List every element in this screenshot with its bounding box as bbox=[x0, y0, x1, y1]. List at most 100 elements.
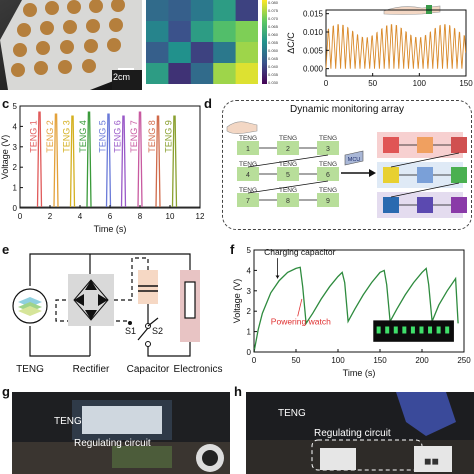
teng-cell bbox=[237, 167, 259, 181]
chart-f-ytick-label: 0 bbox=[247, 348, 252, 357]
heatmap-cell bbox=[146, 21, 169, 43]
panel-b: 0.015 0.010 0.005 0.000 0 50 100 150 ΔC/C bbox=[286, 0, 474, 92]
heatmap-cell bbox=[235, 21, 258, 43]
chart-c-xtick-label: 4 bbox=[78, 212, 83, 221]
chart-f-arrow-powering bbox=[297, 298, 303, 317]
chart-c-series-label: TENG 7 bbox=[129, 120, 139, 153]
teng-cell bbox=[277, 193, 299, 207]
array-diagram: TENG 1 TENG 2 TENG 3 TENG 4 TENG 5 TENG 6 TENG 7 TENG 8… bbox=[226, 121, 467, 218]
colorbar-tick: 0.030 bbox=[268, 80, 279, 85]
heatmap-cell bbox=[190, 21, 214, 43]
mcu-label: MCU bbox=[348, 157, 361, 163]
chart-c-series-label: TENG 8 bbox=[147, 120, 157, 153]
chart-c-svg: TENG 1 TENG 2 TENG 3 TENG 4 TENG 5 TENG 6 TENG… bbox=[0, 102, 205, 234]
chart-c-ytick-label: 1 bbox=[13, 184, 18, 193]
chart-f-xtick-label: 250 bbox=[457, 356, 471, 365]
chart-c-peak bbox=[171, 115, 178, 207]
chart-f-annotation-powering: Powering watch bbox=[271, 316, 331, 326]
capacitor-label: Capacitor bbox=[127, 364, 170, 375]
heatmap-grid bbox=[146, 0, 258, 84]
diode-bridge-icon bbox=[74, 280, 108, 320]
teng-cell bbox=[237, 193, 259, 207]
chart-c-ytick-label: 0 bbox=[13, 204, 18, 213]
chart-f-xtick-label: 0 bbox=[252, 356, 257, 365]
output-diagonal-link bbox=[390, 182, 460, 198]
output-cell bbox=[451, 197, 467, 213]
monitoring-array-box: Dynamic monitoring array TENG 1 TENG 2 TENG 3… bbox=[222, 100, 472, 230]
chart-b-ytick-label: 0.000 bbox=[303, 65, 324, 74]
colorbar-tick-labels: 0.080 0.075 0.070 0.065 0.060 0.055 0.050 0.045… bbox=[268, 0, 282, 85]
h-circuit-label: Regulating circuit bbox=[314, 428, 391, 439]
output-cell bbox=[383, 137, 399, 153]
chart-c-xtick-label: 10 bbox=[166, 212, 175, 221]
teng-cell-title: TENG bbox=[319, 135, 337, 142]
chart-c-ytick-label: 3 bbox=[13, 143, 18, 152]
heatmap-colorbar bbox=[262, 0, 267, 84]
chart-c-peak bbox=[69, 115, 76, 207]
teng-cell bbox=[277, 141, 299, 155]
colorbar-tick: 0.060 bbox=[268, 32, 279, 37]
chart-f-arrowhead-charging bbox=[275, 275, 280, 279]
chart-c-xtick-label: 0 bbox=[18, 212, 23, 221]
output-cell bbox=[451, 167, 467, 183]
teng-layers-icon bbox=[18, 297, 42, 316]
output-cell bbox=[417, 137, 433, 153]
switch-s1-label: S1 bbox=[125, 326, 136, 336]
colorbar-tick: 0.035 bbox=[268, 72, 279, 77]
chart-f-annotation-charging: Charging capacitor bbox=[264, 247, 336, 257]
heatmap-cell bbox=[168, 42, 192, 64]
teng-cell-title: TENG bbox=[239, 187, 257, 194]
output-diagonal-link bbox=[390, 152, 460, 168]
chart-f-inset-digit bbox=[376, 326, 381, 334]
chart-f-inset-digit bbox=[402, 326, 407, 334]
fabric-array-image bbox=[0, 0, 142, 90]
g-circuit-label: Regulating circuit bbox=[74, 438, 151, 449]
teng-cell-number: 6 bbox=[326, 172, 330, 179]
heatmap-cell bbox=[168, 21, 192, 43]
chart-b-ylabel: ΔC/C bbox=[286, 32, 296, 54]
switch-s2-label: S2 bbox=[152, 326, 163, 336]
panel-h-photo: ◼◼ TENG Regulating circuit bbox=[246, 392, 474, 474]
teng-cell-number: 9 bbox=[326, 198, 330, 205]
chart-f-xtick-label: 100 bbox=[331, 356, 345, 365]
colorbar-tick: 0.040 bbox=[268, 64, 279, 69]
heatmap-cell bbox=[213, 63, 237, 84]
colorbar-tick: 0.055 bbox=[268, 40, 279, 45]
heatmap-cell bbox=[190, 0, 214, 22]
chart-c-xtick-label: 12 bbox=[196, 212, 205, 221]
electronics-label: Electronics bbox=[174, 364, 223, 375]
chart-c-series-label: TENG 3 bbox=[62, 120, 72, 153]
chart-c-series-label: TENG 1 bbox=[29, 120, 39, 153]
array-arrow-head bbox=[369, 169, 376, 177]
chart-c-series-label: TENG 6 bbox=[113, 120, 123, 153]
capacitor-box bbox=[138, 270, 158, 304]
scale-bar-line bbox=[118, 68, 134, 70]
chart-b-frame bbox=[325, 9, 467, 77]
chart-c-peak bbox=[53, 113, 59, 207]
teng-diagonal-link bbox=[247, 180, 329, 194]
heatmap-cell bbox=[146, 0, 169, 22]
panel-d-label: d bbox=[204, 96, 212, 111]
chart-c-series-label: TENG 2 bbox=[45, 120, 55, 153]
teng-diagonal-link bbox=[247, 154, 329, 168]
teng-cell-title: TENG bbox=[279, 135, 297, 142]
chart-b-ytick-label: 0.005 bbox=[303, 46, 324, 55]
chart-f-ytick-label: 2 bbox=[247, 307, 252, 316]
teng-cell-number: 4 bbox=[246, 172, 250, 179]
panel-g-label: g bbox=[2, 384, 10, 399]
heatmap-cell bbox=[168, 0, 192, 22]
chart-c-xtick-label: 2 bbox=[48, 212, 53, 221]
chart-b-xtick-label: 150 bbox=[459, 79, 473, 88]
teng-cell-title: TENG bbox=[239, 161, 257, 168]
heatmap-cell bbox=[235, 0, 258, 22]
chart-b-ytick-label: 0.010 bbox=[303, 28, 324, 37]
chart-f-xtick-label: 200 bbox=[415, 356, 429, 365]
chart-c-ytick-label: 2 bbox=[13, 163, 18, 172]
output-cell bbox=[417, 197, 433, 213]
monitoring-array-title: Dynamic monitoring array bbox=[290, 104, 404, 115]
chart-f-ytick-label: 1 bbox=[247, 328, 252, 337]
lab-setup-image-h: ◼◼ bbox=[246, 392, 474, 474]
output-cell bbox=[417, 167, 433, 183]
chart-c-series-label: TENG 4 bbox=[78, 120, 88, 153]
chart-f-series-line bbox=[253, 266, 459, 353]
